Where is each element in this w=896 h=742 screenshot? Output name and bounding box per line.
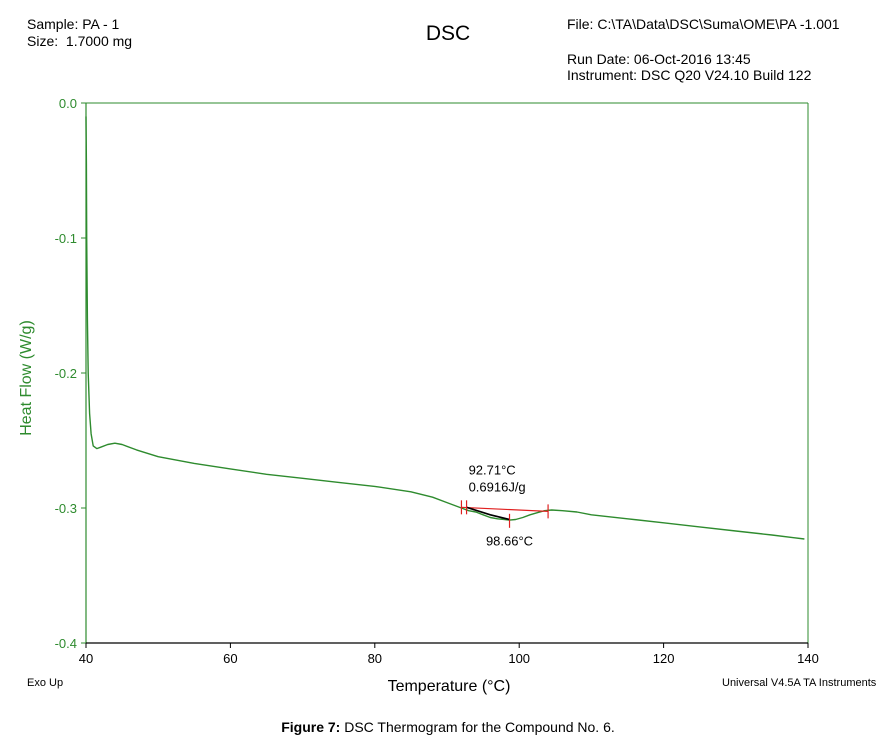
y-tick-label: -0.2 <box>55 366 77 381</box>
figure-caption-label: Figure 7: <box>281 719 341 735</box>
chart-title: DSC <box>425 22 471 45</box>
onset-tangent-line <box>466 506 510 521</box>
file-path-label: File: C:\TA\Data\DSC\Suma\OME\PA -1.001 <box>567 16 840 32</box>
software-label: Universal V4.5A TA Instruments <box>722 677 877 689</box>
x-tick-label: 40 <box>79 651 93 666</box>
plot-frame <box>85 102 809 644</box>
sample-label: Sample: PA - 1 <box>27 16 120 32</box>
exo-up-label: Exo Up <box>27 677 64 689</box>
run-date-label: Run Date: 06-Oct-2016 13:45 <box>567 51 751 67</box>
x-axis: 40 60 80 100 120 140 <box>79 643 819 666</box>
size-label: Size: 1.7000 mg <box>27 33 133 49</box>
onset-temperature-label: 92.71°C <box>469 462 516 477</box>
y-axis-label: Heat Flow (W/g) <box>18 320 35 436</box>
figure-caption-text: DSC Thermogram for the Compound No. 6. <box>340 719 615 735</box>
x-tick-label: 100 <box>508 651 530 666</box>
y-axis: 0.0 -0.1 -0.2 -0.3 -0.4 <box>55 96 86 651</box>
x-tick-label: 80 <box>368 651 382 666</box>
y-tick-label: -0.1 <box>55 231 77 246</box>
annotation-layer: 92.71°C 0.6916J/g 98.66°C <box>460 462 549 548</box>
peak-temperature-label: 98.66°C <box>486 533 533 548</box>
figure-caption: Figure 7: DSC Thermogram for the Compoun… <box>0 719 896 735</box>
x-tick-label: 140 <box>797 651 819 666</box>
x-tick-label: 60 <box>223 651 237 666</box>
y-tick-label: -0.3 <box>55 501 77 516</box>
x-tick-label: 120 <box>653 651 675 666</box>
series-layer <box>85 116 805 540</box>
y-tick-label: 0.0 <box>59 96 77 111</box>
integration-baseline <box>461 506 549 512</box>
x-axis-label: Temperature (°C) <box>388 678 511 695</box>
y-tick-label: -0.4 <box>55 636 77 651</box>
dsc-curve <box>85 116 805 540</box>
instrument-label: Instrument: DSC Q20 V24.10 Build 122 <box>567 67 812 83</box>
enthalpy-label: 0.6916J/g <box>469 479 526 494</box>
